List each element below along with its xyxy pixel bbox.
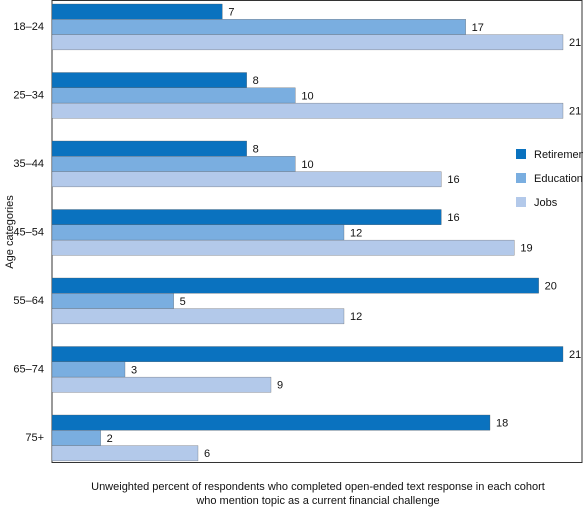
bar	[51, 156, 296, 172]
y-tick-label: 35–44	[13, 158, 44, 170]
bar	[51, 34, 564, 51]
legend-label: Education	[534, 173, 583, 185]
bar	[51, 140, 247, 157]
bar	[51, 293, 174, 309]
y-tick-label: 55–64	[13, 295, 44, 307]
data-label: 5	[180, 296, 186, 308]
data-label: 12	[350, 311, 362, 323]
bar	[51, 171, 442, 188]
data-label: 17	[472, 22, 484, 34]
y-tick-label: 65–74	[13, 363, 44, 375]
y-axis-title: Age categories	[4, 195, 16, 269]
y-tick-label: 25–34	[13, 89, 44, 101]
data-label: 9	[277, 380, 283, 392]
bar	[51, 3, 223, 20]
legend-swatch	[516, 197, 526, 207]
data-label: 19	[520, 243, 532, 255]
bar	[51, 445, 199, 462]
y-tick-label: 18–24	[13, 21, 44, 33]
bar	[51, 209, 442, 225]
bar	[51, 376, 272, 393]
data-label: 12	[350, 227, 362, 239]
legend-label: Jobs	[534, 197, 558, 209]
x-axis-title: Unweighted percent of respondents who co…	[91, 481, 545, 493]
data-label: 18	[496, 418, 508, 430]
data-label: 21	[569, 37, 581, 49]
bar	[51, 346, 564, 362]
data-label: 8	[253, 144, 259, 156]
bar	[51, 361, 126, 378]
bar	[51, 430, 101, 446]
legend-swatch	[516, 149, 526, 159]
bar	[51, 102, 564, 119]
bar	[51, 414, 491, 431]
y-tick-label: 75+	[25, 432, 44, 444]
legend-swatch	[516, 173, 526, 183]
data-label: 2	[107, 433, 113, 445]
bar	[51, 19, 466, 35]
data-label: 6	[204, 448, 210, 460]
legend-label: Retirement	[534, 149, 583, 161]
data-label: 8	[253, 75, 259, 87]
data-label: 10	[301, 90, 313, 102]
data-label: 21	[569, 106, 581, 118]
y-tick-label: 45–54	[13, 226, 44, 238]
data-label: 7	[228, 7, 234, 19]
x-axis-title: who mention topic as a current financial…	[195, 495, 439, 507]
data-label: 3	[131, 364, 137, 376]
data-label: 16	[447, 212, 459, 224]
bar	[51, 277, 539, 294]
data-label: 10	[301, 159, 313, 171]
data-label: 16	[447, 174, 459, 186]
bar	[51, 87, 296, 104]
data-label: 20	[545, 281, 557, 293]
bar	[51, 224, 345, 241]
bar	[51, 239, 515, 256]
bar	[51, 72, 247, 88]
data-label: 21	[569, 349, 581, 361]
bar	[51, 308, 345, 325]
